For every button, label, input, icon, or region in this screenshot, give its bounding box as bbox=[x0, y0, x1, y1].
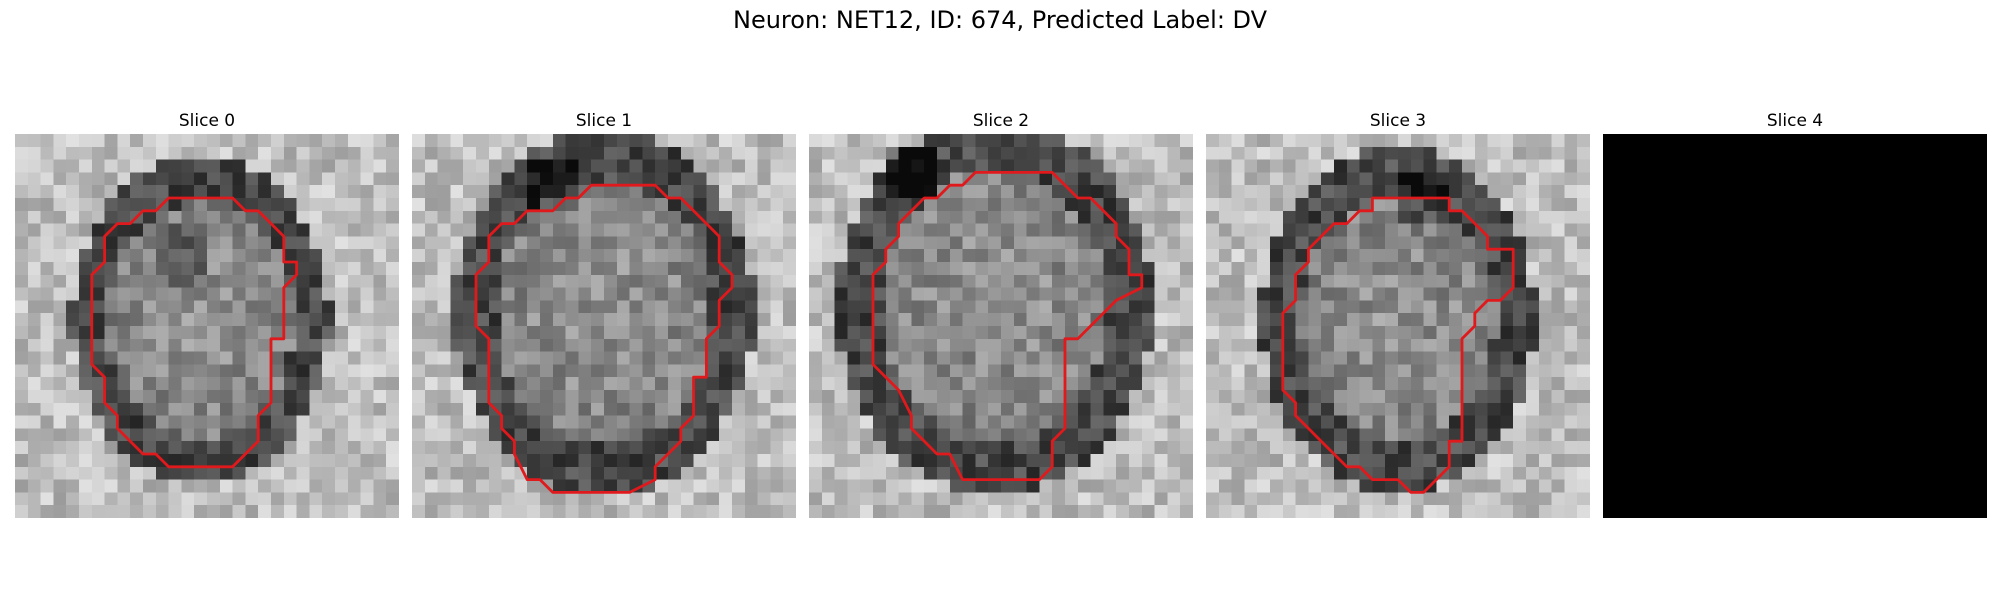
slice-panel-0: Slice 0 bbox=[15, 110, 399, 518]
grayscale-pixels bbox=[15, 134, 399, 518]
slice-image-1 bbox=[412, 134, 796, 518]
grayscale-pixels bbox=[1206, 134, 1590, 518]
slice-panel-1: Slice 1 bbox=[412, 110, 796, 518]
slice-title: Slice 0 bbox=[178, 111, 236, 131]
empty-slice-fill bbox=[1603, 134, 1987, 518]
segmentation-contour bbox=[90, 196, 299, 469]
segmentation-contour bbox=[871, 170, 1144, 482]
figure-title: Neuron: NET12, ID: 674, Predicted Label:… bbox=[732, 6, 1268, 34]
slice-image-2 bbox=[809, 134, 1193, 518]
segmentation-contour bbox=[474, 183, 734, 494]
grayscale-pixels bbox=[412, 134, 796, 518]
segmentation-contour bbox=[1281, 196, 1515, 494]
slice-image-3 bbox=[1206, 134, 1590, 518]
slice-panel-2: Slice 2 bbox=[809, 110, 1193, 518]
slice-panel-3: Slice 3 bbox=[1206, 110, 1590, 518]
slice-image-0 bbox=[15, 134, 399, 518]
slice-title: Slice 3 bbox=[1369, 111, 1427, 131]
slice-title: Slice 2 bbox=[972, 111, 1030, 131]
slice-panel-4: Slice 4 bbox=[1603, 110, 1987, 518]
slice-image-4 bbox=[1603, 134, 1987, 518]
grayscale-pixels bbox=[809, 134, 1193, 518]
slice-title: Slice 1 bbox=[575, 111, 633, 131]
slice-title: Slice 4 bbox=[1766, 111, 1824, 131]
